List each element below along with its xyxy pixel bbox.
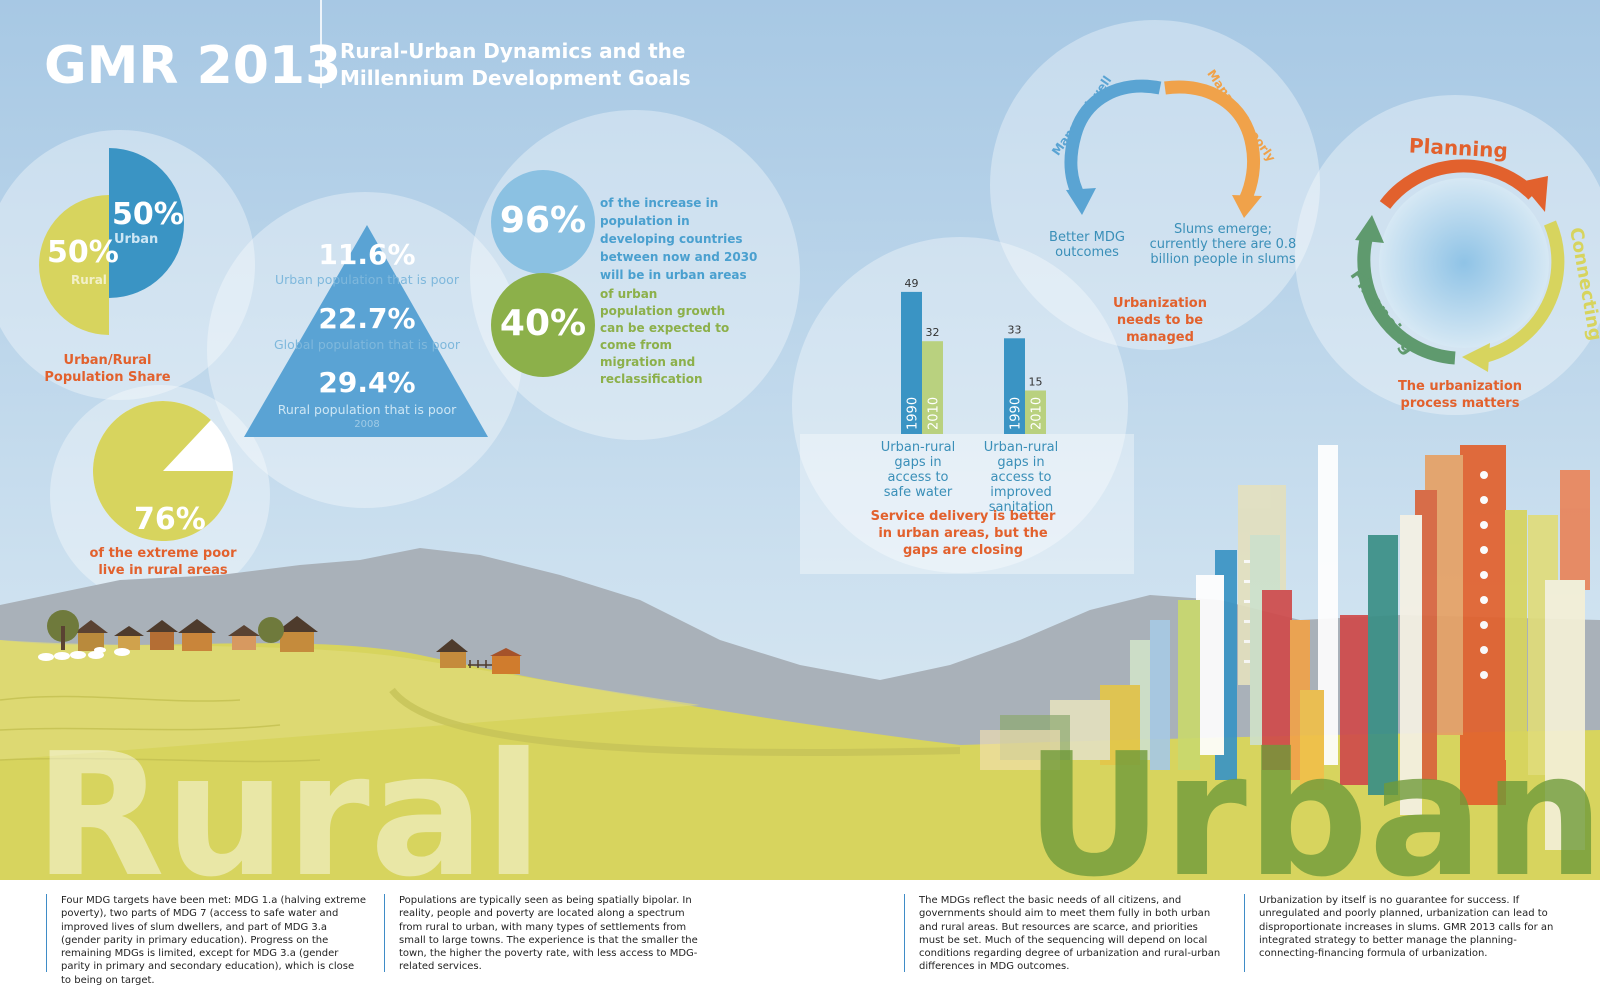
managed-poorly-arc [1164,80,1261,203]
pyramid-tier1-label: Urban population that is poor [275,272,459,287]
subtitle-line-1: Rural-Urban Dynamics and the [340,39,686,63]
rural-pct: 50% [47,235,119,270]
rural-word: Rural [34,717,543,880]
background-artwork: Planning Connecting Financing Managed we… [0,0,1600,880]
bar-value-label: 15 [1029,376,1043,389]
bar-2010-group1 [922,341,943,434]
bar-year-label: 2010 [1030,397,1045,430]
title-divider [320,0,322,88]
pyramid-tier3-label: Rural population that is poor [277,402,457,417]
bar-value-label: 49 [905,277,919,290]
stat2-value: 40% [499,303,587,344]
stat1-value: 96% [499,200,587,241]
stat2-text: of urban population growth can be expect… [600,287,730,386]
urban-word: Urban [1025,717,1600,880]
subtitle-line-2: Millennium Development Goals [340,66,691,90]
bar-1990-group2 [1004,338,1025,434]
process-label-top: Planning [1408,133,1508,162]
footer-col-2: Populations are typically seen as being … [384,894,704,972]
process-core [1379,178,1549,348]
process-caption: The urbanization process matters [1397,379,1523,411]
group2-label: Urban-rural gaps in access to improved s… [983,440,1059,515]
road [389,687,981,756]
extreme-poor-pie [93,401,234,542]
connecting-arrow [1480,220,1565,364]
bar-year-label: 2010 [927,397,942,430]
poverty-pyramid [244,225,488,437]
footer-col-4: Urbanization by itself is no guarantee f… [1244,894,1564,972]
bar-value-label: 33 [1008,323,1022,336]
footer: Four MDG targets have been met: MDG 1.a … [0,880,1600,986]
stat-40-circle [491,273,595,377]
planning-arrow [1379,159,1538,209]
managed-caption: Urbanization needs to be managed [1113,296,1207,345]
managed-well-arc [1064,79,1162,202]
main-title: GMR 2013 [44,36,342,96]
extreme-poor-caption: of the extreme poor live in rural areas [89,546,237,578]
footer-col-1: Four MDG targets have been met: MDG 1.a … [46,894,366,986]
urban-label: Urban [114,232,159,247]
bar-chart: 49 1990 33 1990 32 2010 15 2010 [800,277,1134,574]
pyramid-tier2-value: 22.7% [318,302,416,335]
better-outcomes-text: Better MDG outcomes [1049,230,1125,260]
bar-year-label: 1990 [906,397,921,430]
village [38,610,522,674]
chart-base-panel [800,434,1134,574]
pyramid-tier3-value: 29.4% [318,366,416,399]
footer-col-3: The MDGs reflect the basic needs of all … [904,894,1222,972]
urban-rural-pie [39,148,184,335]
subtitle: Rural-Urban Dynamics and the Millennium D… [340,38,700,92]
slums-text: Slums emerge; currently there are 0.8 bi… [1149,222,1297,267]
extreme-poor-pct: 76% [134,502,206,537]
share-caption: Urban/Rural Population Share [44,353,171,385]
pyramid-year: 2008 [354,419,380,430]
financing-arrow [1357,230,1456,365]
stat-96-circle [491,170,595,274]
bar-1990-group1 [901,291,922,434]
bar-year-label: 1990 [1009,397,1024,430]
bar-2010-group2 [1025,390,1046,434]
infographic: Planning Connecting Financing Managed we… [0,0,1600,880]
pyramid-tier2-label: Global population that is poor [273,337,461,352]
bar-value-label: 32 [926,326,940,339]
rural-label: Rural [71,273,107,287]
group1-label: Urban-rural gaps in access to safe water [880,440,956,500]
pyramid-tier1-value: 11.6% [318,238,416,271]
stat1-text: of the increase in population in develop… [600,196,758,282]
halo-circles [0,20,1600,605]
city-skyline [980,445,1590,850]
urban-field [960,730,1600,880]
chart-caption: Service delivery is better in urban area… [870,509,1056,558]
urban-pct: 50% [112,197,184,232]
